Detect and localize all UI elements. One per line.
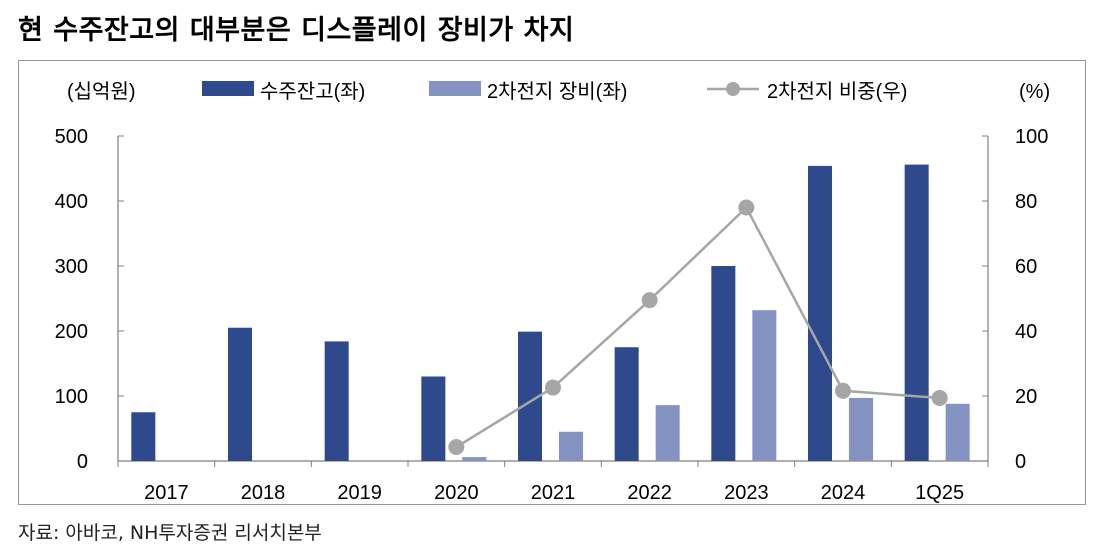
- share-line: [448, 199, 948, 456]
- chart-panel: (십억원) (%) 수주잔고(좌) 2차전지 장비(좌) 2차전지 비중(우) …: [18, 60, 1086, 505]
- bar-backlog: [711, 266, 736, 461]
- legend-marker-share: [726, 82, 740, 96]
- right-tick-label: 20: [1015, 386, 1037, 408]
- bar-battery: [559, 431, 583, 461]
- share-line-path: [455, 205, 940, 449]
- x-tick-label: 2018: [241, 482, 286, 504]
- bar-backlog: [808, 165, 832, 461]
- x-tick-label: 1Q25: [915, 482, 964, 504]
- left-tick-label: 100: [55, 386, 88, 408]
- share-point: [641, 292, 658, 309]
- source-note: 자료: 아바코, NH투자증권 리서치본부: [18, 522, 322, 544]
- right-tick-label: 80: [1015, 191, 1037, 213]
- bar-backlog: [904, 164, 929, 461]
- bars: [131, 164, 970, 461]
- chart-title: 현 수주잔고의 대부분은 디스플레이 장비가 차지: [18, 15, 575, 46]
- share-point: [931, 389, 948, 406]
- x-tick-label: 2017: [144, 482, 189, 504]
- right-tick-label: 40: [1015, 321, 1037, 343]
- bar-battery: [752, 310, 777, 461]
- share-point: [835, 382, 851, 399]
- legend-swatch-backlog: [202, 81, 254, 96]
- right-axis-title: (%): [1019, 81, 1050, 103]
- share-point: [545, 379, 561, 396]
- bar-backlog: [421, 376, 446, 461]
- bar-battery: [462, 457, 487, 461]
- legend: 수주잔고(좌) 2차전지 장비(좌) 2차전지 비중(우): [202, 80, 907, 103]
- left-tick-label: 300: [55, 256, 88, 278]
- chart-svg: (십억원) (%) 수주잔고(좌) 2차전지 장비(좌) 2차전지 비중(우) …: [55, 80, 1050, 504]
- x-tick-label: 2021: [531, 482, 576, 504]
- share-point: [448, 439, 465, 456]
- left-axis-title: (십억원): [67, 80, 136, 103]
- x-tick-label: 2024: [821, 482, 866, 504]
- legend-label-battery: 2차전지 장비(좌): [487, 80, 627, 103]
- bar-backlog: [614, 347, 639, 461]
- x-tick-label: 2023: [724, 482, 769, 504]
- legend-label-share: 2차전지 비중(우): [767, 80, 907, 103]
- bar-backlog: [324, 341, 349, 461]
- right-tick-label: 60: [1015, 256, 1037, 278]
- bar-battery: [655, 405, 680, 461]
- legend-label-backlog: 수주잔고(좌): [260, 80, 365, 103]
- x-tick-label: 2022: [627, 482, 672, 504]
- bar-battery: [849, 397, 873, 461]
- x-tick-label: 2020: [434, 482, 479, 504]
- bar-battery: [945, 403, 970, 461]
- x-tick-label: 2019: [337, 482, 382, 504]
- axes: 0 0 100 20 200 40 300 60 400 80 500 100 2017 2018 2019…: [55, 126, 1049, 504]
- right-tick-label: 100: [1015, 126, 1048, 148]
- legend-swatch-battery: [429, 81, 481, 96]
- bar-backlog: [228, 327, 252, 461]
- share-point: [738, 199, 755, 216]
- left-tick-label: 0: [77, 451, 88, 473]
- left-tick-label: 400: [55, 191, 88, 213]
- right-tick-label: 0: [1015, 451, 1026, 473]
- left-tick-label: 500: [55, 126, 88, 148]
- left-tick-label: 200: [55, 321, 88, 343]
- bar-backlog: [131, 412, 156, 461]
